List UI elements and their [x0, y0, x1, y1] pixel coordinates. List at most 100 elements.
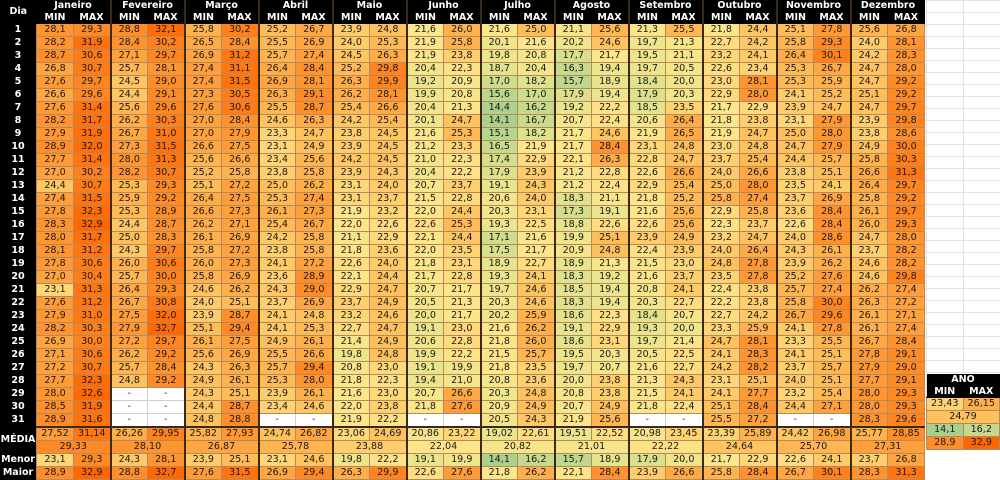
empty-cell[interactable]: -	[109, 413, 148, 428]
temperature-cell[interactable]: 22,2	[369, 453, 407, 467]
temperature-cell[interactable]: 21,8	[479, 361, 518, 375]
temperature-cell[interactable]: 25,6	[109, 101, 148, 115]
temperature-cell[interactable]: 24,2	[849, 49, 888, 63]
temperature-cell[interactable]: 22,4	[591, 114, 629, 128]
temperature-cell[interactable]: 22,6	[701, 62, 740, 76]
temperature-cell[interactable]: 22,5	[517, 218, 555, 232]
temperature-cell[interactable]: 23,9	[627, 466, 666, 480]
monthly-average-cell[interactable]: 25,70	[775, 440, 851, 454]
temperature-cell[interactable]: 19,4	[591, 88, 629, 102]
temperature-cell[interactable]: 28,0	[109, 153, 148, 167]
temperature-cell[interactable]: 24,4	[109, 218, 148, 232]
temperature-cell[interactable]: 25,1	[701, 400, 740, 414]
temperature-cell[interactable]: 24,9	[369, 335, 407, 349]
temperature-cell[interactable]: 24,1	[665, 283, 703, 297]
temperature-cell[interactable]: 29,1	[295, 88, 333, 102]
temperature-cell[interactable]: 25,4	[739, 153, 777, 167]
temperature-cell[interactable]: 27,7	[849, 374, 888, 388]
year-lowest-min[interactable]: 14,1	[926, 423, 964, 437]
temperature-cell[interactable]: 24,8	[369, 348, 407, 362]
temperature-cell[interactable]: 22,8	[443, 335, 481, 349]
temperature-cell[interactable]: 21,2	[553, 179, 592, 193]
temperature-cell[interactable]: 22,52	[591, 426, 629, 441]
temperature-cell[interactable]: 27,9	[849, 361, 888, 375]
temperature-cell[interactable]: 20,6	[405, 335, 444, 349]
temperature-cell[interactable]: 19,4	[591, 283, 629, 297]
temperature-cell[interactable]: 21,7	[591, 49, 629, 63]
temperature-cell[interactable]: 26,0	[849, 218, 888, 232]
temperature-cell[interactable]: 24,7	[813, 101, 851, 115]
temperature-cell[interactable]: 27,2	[887, 296, 925, 310]
temperature-cell[interactable]: 22,6	[775, 218, 814, 232]
temperature-cell[interactable]: 28,4	[813, 205, 851, 219]
temperature-cell[interactable]: 21,7	[701, 101, 740, 115]
temperature-cell[interactable]: 28,1	[36, 23, 74, 37]
temperature-cell[interactable]: 18,3	[553, 296, 592, 310]
temperature-cell[interactable]: 27,8	[739, 270, 777, 284]
temperature-cell[interactable]: 26,6	[295, 348, 333, 362]
temperature-cell[interactable]: 27,4	[739, 192, 777, 206]
temperature-cell[interactable]: 22,4	[701, 283, 740, 297]
temperature-cell[interactable]: 21,8	[479, 335, 518, 349]
temperature-cell[interactable]: 24,4	[775, 153, 814, 167]
temperature-cell[interactable]: 20,5	[479, 413, 518, 428]
temperature-cell[interactable]: 23,7	[739, 218, 777, 232]
temperature-cell[interactable]: 23,8	[257, 244, 296, 258]
temperature-cell[interactable]: 22,7	[701, 309, 740, 323]
temperature-cell[interactable]: 31,5	[221, 75, 259, 89]
temperature-cell[interactable]: 28,6	[887, 127, 925, 141]
monthly-average-cell[interactable]: 27,31	[849, 440, 925, 454]
temperature-cell[interactable]: 25,2	[665, 192, 703, 206]
temperature-cell[interactable]: 21,2	[553, 166, 592, 180]
temperature-cell[interactable]: 24,1	[257, 309, 296, 323]
temperature-cell[interactable]: 25,6	[295, 153, 333, 167]
temperature-cell[interactable]: 28,2	[36, 114, 74, 128]
temperature-cell[interactable]: 28,4	[221, 114, 259, 128]
temperature-cell[interactable]: 30,2	[73, 166, 111, 180]
temperature-cell[interactable]: 24,9	[849, 140, 888, 154]
temperature-cell[interactable]: 26,4	[109, 283, 148, 297]
temperature-cell[interactable]: 27,7	[36, 374, 74, 388]
temperature-cell[interactable]: 22,1	[405, 231, 444, 245]
temperature-cell[interactable]: 27,9	[36, 309, 74, 323]
temperature-cell[interactable]: 29,7	[147, 335, 185, 349]
temperature-cell[interactable]: 24,6	[257, 114, 296, 128]
temperature-cell[interactable]: 20,9	[443, 75, 481, 89]
temperature-cell[interactable]: 27,6	[183, 101, 222, 115]
temperature-cell[interactable]: 24,9	[183, 374, 222, 388]
temperature-cell[interactable]: 24,1	[739, 49, 777, 63]
temperature-cell[interactable]: 31,2	[221, 49, 259, 63]
temperature-cell[interactable]: 23,5	[665, 101, 703, 115]
temperature-cell[interactable]: 26,7	[295, 218, 333, 232]
temperature-cell[interactable]: 23,0	[443, 322, 481, 336]
temperature-cell[interactable]: 24,1	[257, 257, 296, 271]
temperature-cell[interactable]: 29,7	[147, 244, 185, 258]
temperature-cell[interactable]: 21,3	[591, 257, 629, 271]
temperature-cell[interactable]: 29,3	[147, 179, 185, 193]
temperature-cell[interactable]: 23,0	[701, 75, 740, 89]
temperature-cell[interactable]: 24,69	[369, 426, 407, 441]
temperature-cell[interactable]: 24,4	[739, 23, 777, 37]
temperature-cell[interactable]: 18,2	[517, 127, 555, 141]
temperature-cell[interactable]: 27,8	[739, 257, 777, 271]
temperature-cell[interactable]: 24,6	[295, 400, 333, 414]
temperature-cell[interactable]: 25,9	[739, 322, 777, 336]
temperature-cell[interactable]: 29,7	[887, 205, 925, 219]
temperature-cell[interactable]: 29,8	[887, 270, 925, 284]
temperature-cell[interactable]: 29,6	[887, 413, 925, 428]
temperature-cell[interactable]: 22,61	[517, 426, 555, 441]
temperature-cell[interactable]: 19,8	[479, 49, 518, 63]
temperature-cell[interactable]: 28,4	[739, 400, 777, 414]
temperature-cell[interactable]: 26,4	[257, 62, 296, 76]
temperature-cell[interactable]: 24,0	[775, 374, 814, 388]
temperature-cell[interactable]: 28,0	[849, 387, 888, 401]
temperature-cell[interactable]: 23,8	[591, 374, 629, 388]
temperature-cell[interactable]: 30,7	[147, 166, 185, 180]
temperature-cell[interactable]: 28,2	[36, 322, 74, 336]
temperature-cell[interactable]: 22,1	[331, 270, 370, 284]
temperature-cell[interactable]: 22,2	[443, 348, 481, 362]
temperature-cell[interactable]: 32,3	[73, 374, 111, 388]
temperature-cell[interactable]: 26,7	[775, 466, 814, 480]
temperature-cell[interactable]: 24,6	[849, 257, 888, 271]
temperature-cell[interactable]: 28,8	[109, 466, 148, 480]
